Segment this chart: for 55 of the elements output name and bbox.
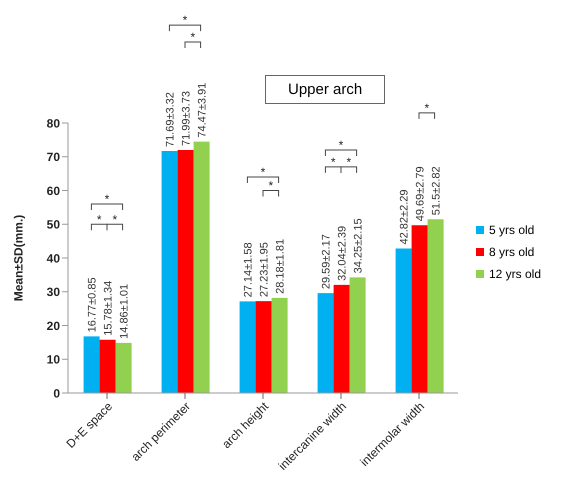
data-label: 71.69±3.32 <box>164 92 176 148</box>
chart-title: Upper arch <box>265 75 386 104</box>
y-tick-label: 10 <box>46 352 60 367</box>
bar <box>350 277 366 393</box>
text: * <box>190 30 196 44</box>
y-tick-label: 80 <box>46 116 60 130</box>
bar <box>396 248 412 393</box>
data-label: 71.99±3.73 <box>180 91 192 146</box>
data-label: 14.86±1.01 <box>118 284 130 339</box>
legend-label: 5 yrs old <box>489 223 534 237</box>
data-label: 42.82±2.29 <box>398 190 410 244</box>
y-axis-title: Mean±SD(mm.) <box>11 214 26 302</box>
annotation: * <box>96 212 102 226</box>
bar <box>194 142 210 393</box>
data-label: 15.78±1.34 <box>102 280 114 336</box>
data-label: 34.25±2.15 <box>352 218 364 274</box>
legend-label: 12 yrs old <box>489 267 542 281</box>
data-label: 29.59±2.17 <box>320 234 332 290</box>
bar <box>162 151 178 393</box>
bar <box>318 293 334 393</box>
annotation: * <box>338 138 344 152</box>
text: * <box>424 100 430 115</box>
bar <box>116 342 132 393</box>
data-label: 27.14±1.58 <box>242 242 254 298</box>
y-tick-label: 70 <box>46 150 60 164</box>
y-tick-label: 0 <box>53 386 60 400</box>
y-tick-label: 30 <box>46 285 60 300</box>
bar <box>240 301 256 393</box>
annotation: * <box>260 165 266 179</box>
y-tick-label: 20 <box>46 318 60 333</box>
bar <box>100 340 116 393</box>
y-tick-label: 40 <box>46 251 60 266</box>
bar <box>428 219 444 393</box>
annotation: * <box>346 154 352 169</box>
data-label: 49.69±2.79 <box>414 166 426 222</box>
data-label: 51.5±2.82 <box>430 166 442 216</box>
annotation: * <box>268 178 274 192</box>
bar <box>412 225 428 393</box>
annotation: * <box>330 154 336 169</box>
y-tick-label: 60 <box>46 184 60 198</box>
annotation: * <box>104 192 110 206</box>
bar <box>256 301 272 393</box>
bar <box>272 298 288 393</box>
annotation: * <box>112 212 118 226</box>
data-label: 32.04±2.39 <box>336 226 348 281</box>
bar <box>178 150 194 393</box>
data-label: 28.18±1.81 <box>274 238 286 294</box>
data-label: 16.77±0.85 <box>86 277 98 332</box>
data-label: 27.23±1.95 <box>258 242 270 298</box>
bar <box>84 336 100 393</box>
y-tick-label: 50 <box>46 218 60 232</box>
text: * <box>182 13 188 28</box>
legend-label: 8 yrs old <box>489 245 534 259</box>
bar <box>334 284 350 393</box>
data-label: 74.47±3.91 <box>196 82 208 138</box>
